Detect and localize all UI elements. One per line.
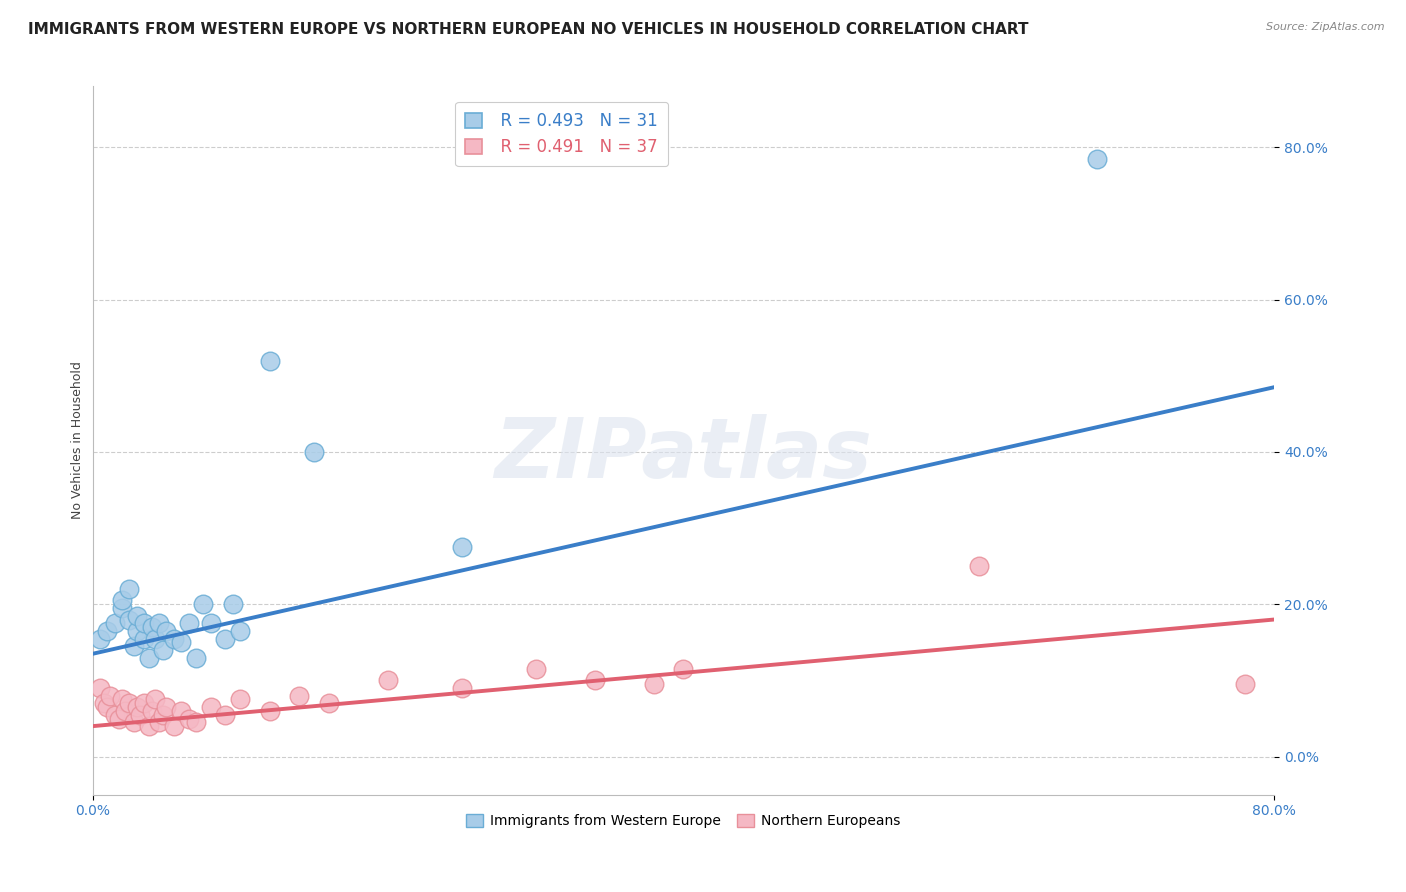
Point <box>111 692 134 706</box>
Point <box>184 715 207 730</box>
Point <box>148 715 170 730</box>
Point <box>141 620 163 634</box>
Point <box>200 700 222 714</box>
Point <box>643 677 665 691</box>
Point <box>170 635 193 649</box>
Point <box>229 624 252 638</box>
Point <box>138 719 160 733</box>
Point <box>177 616 200 631</box>
Point <box>134 632 156 646</box>
Point <box>125 700 148 714</box>
Point <box>118 613 141 627</box>
Point <box>141 704 163 718</box>
Text: Source: ZipAtlas.com: Source: ZipAtlas.com <box>1267 22 1385 32</box>
Point <box>377 673 399 688</box>
Point <box>108 712 131 726</box>
Point <box>96 700 118 714</box>
Point <box>114 704 136 718</box>
Legend: Immigrants from Western Europe, Northern Europeans: Immigrants from Western Europe, Northern… <box>461 809 905 834</box>
Y-axis label: No Vehicles in Household: No Vehicles in Household <box>72 361 84 519</box>
Point <box>302 445 325 459</box>
Point <box>143 692 166 706</box>
Point <box>122 715 145 730</box>
Point <box>222 597 245 611</box>
Point <box>583 673 606 688</box>
Point <box>672 662 695 676</box>
Point <box>111 601 134 615</box>
Point <box>98 689 121 703</box>
Point <box>138 650 160 665</box>
Point <box>118 696 141 710</box>
Point <box>111 593 134 607</box>
Text: ZIPatlas: ZIPatlas <box>495 414 872 495</box>
Point <box>1085 152 1108 166</box>
Point <box>89 681 111 695</box>
Point <box>104 707 127 722</box>
Point <box>214 707 236 722</box>
Point <box>288 689 311 703</box>
Point <box>214 632 236 646</box>
Point <box>229 692 252 706</box>
Point <box>193 597 215 611</box>
Point <box>125 608 148 623</box>
Point <box>177 712 200 726</box>
Point <box>155 700 177 714</box>
Point <box>1233 677 1256 691</box>
Point <box>96 624 118 638</box>
Point <box>118 582 141 596</box>
Point <box>122 639 145 653</box>
Point <box>148 616 170 631</box>
Point <box>93 696 115 710</box>
Point <box>152 707 174 722</box>
Point <box>200 616 222 631</box>
Point <box>143 632 166 646</box>
Point <box>89 632 111 646</box>
Point <box>184 650 207 665</box>
Point <box>967 559 990 574</box>
Point <box>318 696 340 710</box>
Point <box>170 704 193 718</box>
Point <box>155 624 177 638</box>
Point <box>128 707 150 722</box>
Point <box>259 353 281 368</box>
Point <box>259 704 281 718</box>
Point <box>524 662 547 676</box>
Point <box>163 719 186 733</box>
Point <box>450 540 472 554</box>
Point <box>152 643 174 657</box>
Point <box>125 624 148 638</box>
Text: IMMIGRANTS FROM WESTERN EUROPE VS NORTHERN EUROPEAN NO VEHICLES IN HOUSEHOLD COR: IMMIGRANTS FROM WESTERN EUROPE VS NORTHE… <box>28 22 1029 37</box>
Point <box>134 616 156 631</box>
Point <box>450 681 472 695</box>
Point <box>104 616 127 631</box>
Point <box>163 632 186 646</box>
Point <box>134 696 156 710</box>
